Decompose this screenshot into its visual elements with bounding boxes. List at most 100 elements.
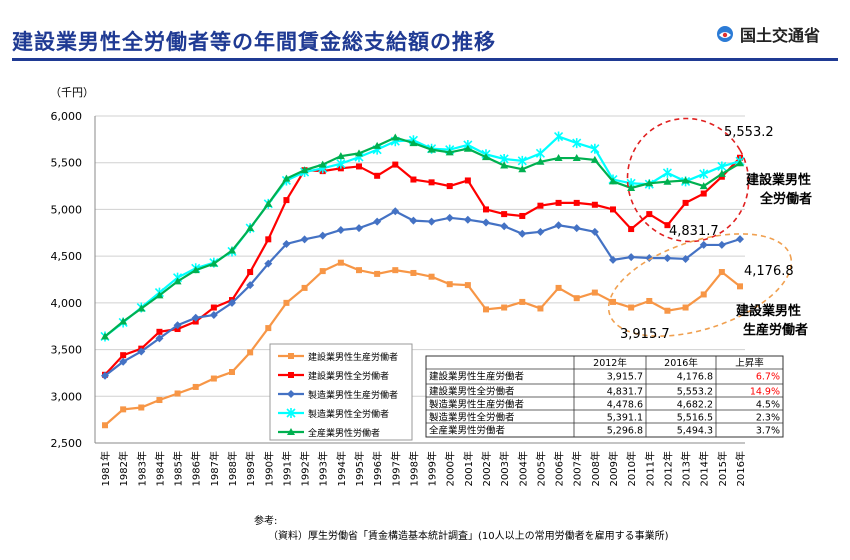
table-cell: 5,391.1 [607, 413, 643, 424]
reference-label: 参考: [254, 516, 278, 527]
x-tick-label: 1993年 [317, 451, 330, 486]
series-2-point [610, 206, 616, 213]
table-header-cell: 上昇率 [735, 357, 764, 369]
series-1-point [591, 289, 598, 296]
table-cell: 5,516.5 [677, 413, 713, 424]
series-5-point [518, 165, 527, 173]
series-3-point [717, 240, 726, 249]
series-2-point [573, 199, 580, 206]
series-1-point [464, 282, 471, 289]
series-2-point [519, 212, 526, 219]
ministry-logo: 国土交通省 [716, 22, 820, 46]
series-1-point [501, 304, 508, 311]
summary-table [425, 355, 784, 438]
x-tick-label: 1990年 [262, 451, 275, 486]
series-1-point [156, 397, 163, 404]
series-3-point [681, 254, 690, 263]
series-5-point [373, 141, 382, 149]
y-tick-label: 3,000 [51, 390, 83, 403]
series-5-point [500, 161, 509, 169]
table-cell: 3,915.7 [607, 372, 643, 383]
y-tick-label: 5,500 [51, 157, 83, 170]
series-3-point [155, 334, 164, 343]
series-5-point [699, 182, 708, 190]
series-2-point [156, 328, 163, 335]
x-tick-label: 1984年 [153, 451, 166, 486]
series-5-point [482, 153, 490, 161]
wage-trend-chart: （千円） 2,500 3,000 3,500 4,000 4,500 5,000 5,500 6… [50, 86, 812, 486]
series-4-point [572, 138, 582, 149]
series-1-point [628, 304, 635, 311]
series-3-point [445, 213, 454, 222]
series-5-point [554, 154, 563, 162]
series-4-point [554, 131, 564, 142]
series-5-point [209, 259, 218, 267]
series-1-point [138, 404, 145, 411]
legend-marker [286, 408, 296, 418]
series-3-line [104, 210, 741, 377]
series-2-point [501, 211, 508, 218]
series-5-point [681, 176, 690, 184]
x-tick-label: 2005年 [534, 451, 547, 486]
table-cell: 3.7% [756, 426, 780, 437]
legend-marker [288, 372, 294, 378]
table-cell: 2.3% [756, 413, 780, 424]
series-1-point [664, 307, 671, 314]
series-3-point [246, 281, 255, 290]
x-tick-label: 1992年 [299, 451, 312, 486]
x-tick-label: 2002年 [480, 451, 493, 486]
series-1-point [210, 375, 217, 382]
series-5-point [445, 148, 454, 156]
series-2-point [374, 172, 381, 179]
series-3-point [409, 216, 418, 225]
series-5-point [173, 277, 182, 285]
series-5-point [391, 133, 400, 141]
table-cell: 5,553.2 [677, 387, 713, 398]
group-label: 建設業男性 [746, 172, 811, 188]
series-1-point [555, 284, 562, 291]
x-tick-label: 2011年 [643, 451, 656, 486]
series-1-point [737, 283, 743, 290]
series-4-point [535, 148, 545, 159]
x-tick-label: 1983年 [135, 451, 148, 486]
series-5-point [137, 304, 146, 312]
series-3-point [736, 235, 744, 244]
series-3-point [209, 311, 218, 320]
legend [269, 343, 413, 441]
table-cell: 5,296.8 [607, 426, 643, 437]
series-3-point [590, 227, 599, 236]
series-5-point [336, 152, 345, 160]
series-3-point [500, 222, 509, 231]
table-cell: 6.7% [756, 372, 780, 383]
series-4-point [517, 155, 527, 166]
x-tick-label: 2008年 [589, 451, 602, 486]
table-cell: 4.5% [756, 400, 780, 411]
x-tick-label: 1994年 [335, 451, 348, 486]
x-tick-label: 1981年 [99, 451, 112, 486]
table-cell: 4,478.6 [607, 400, 643, 411]
series-5-point [590, 155, 599, 163]
series-2-point [410, 176, 417, 183]
series-2-point [283, 197, 290, 204]
series-5-point [228, 246, 236, 254]
page-title: 建設業男性全労働者等の年間賃金総支給額の推移 [12, 30, 496, 54]
series-5-point [536, 157, 545, 165]
series-4-point [717, 161, 727, 172]
series-1-point [283, 299, 290, 306]
series-1-point [174, 390, 181, 397]
series-3-point [282, 239, 291, 248]
series-1-point [192, 383, 199, 390]
series-2-point [428, 179, 435, 186]
x-tick-label: 2009年 [607, 451, 620, 486]
series-3-point [536, 227, 545, 236]
table-cell: 建設業男性全労働者 [429, 386, 515, 398]
series-1-point [356, 267, 362, 274]
series-1-point [247, 349, 254, 356]
x-tick-label: 1987年 [208, 451, 221, 486]
series-1-point [537, 305, 544, 312]
annotation-value: 4,176.8 [744, 264, 794, 279]
series-2-point [265, 236, 272, 243]
group-label: 建設業男性 [736, 303, 801, 319]
series-1-point [301, 284, 308, 291]
table-cell: 製造業男性全労働者 [429, 412, 515, 424]
